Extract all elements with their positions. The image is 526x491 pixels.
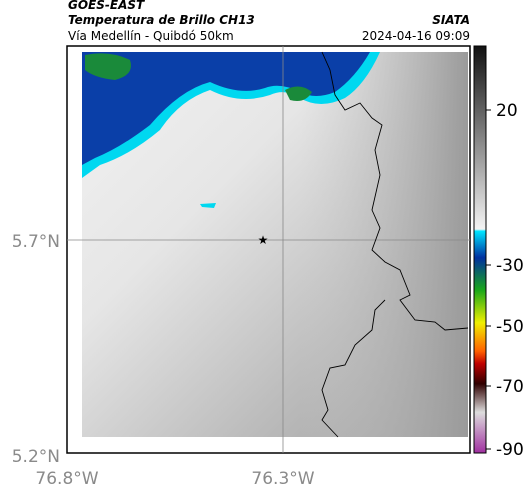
cloud-green <box>85 53 131 80</box>
colorbar-tick-label: -70 <box>496 377 524 397</box>
timestamp: 2024-04-16 09:09 <box>362 29 470 43</box>
source: GOES-EAST <box>68 0 145 12</box>
credit: SIATA <box>432 13 470 27</box>
cloud-cyan-small <box>200 203 216 208</box>
lon-label: 76.8°W <box>35 469 98 489</box>
colorbar-tick-label: 20 <box>496 101 518 121</box>
colorbar-tick-label: -50 <box>496 317 524 337</box>
subtitle: Vía Medellín - Quibdó 50km <box>68 29 234 43</box>
lat-label: 5.7°N <box>12 232 60 252</box>
image-shade <box>300 52 468 437</box>
colorbar <box>473 45 487 454</box>
title: Temperatura de Brillo CH13 <box>68 13 255 27</box>
cloud-blue <box>82 52 370 165</box>
colorbar-ticks: 20 -30 -50 -70 -90 <box>486 101 524 460</box>
lat-label: 5.2°N <box>12 447 60 467</box>
colorbar-tick-label: -30 <box>496 256 524 276</box>
city-marker: ★ <box>258 233 269 247</box>
map-area: ★ <box>66 45 471 454</box>
boundary <box>321 51 469 438</box>
lon-label: 76.3°W <box>251 469 314 489</box>
colorbar-tick-label: -90 <box>496 440 524 460</box>
cloud-green <box>285 86 312 101</box>
